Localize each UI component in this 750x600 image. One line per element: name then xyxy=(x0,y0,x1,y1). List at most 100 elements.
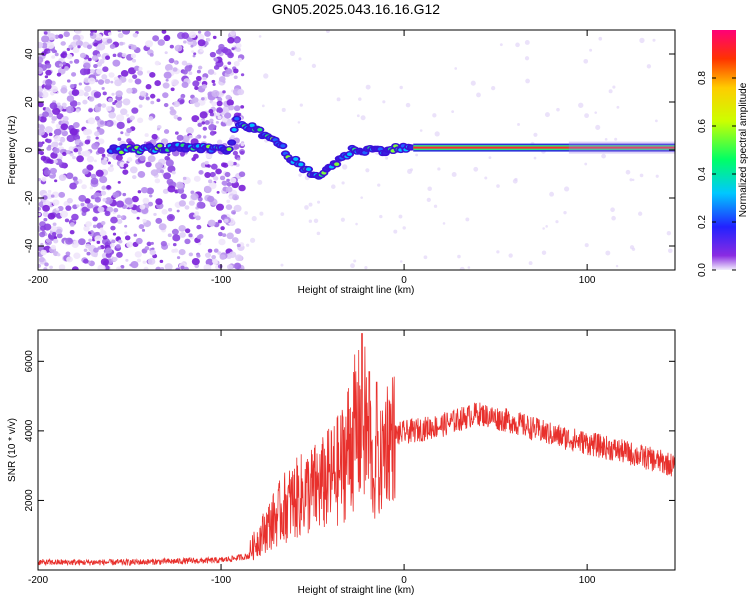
noise-haze xyxy=(598,36,603,41)
noise-haze xyxy=(666,231,672,236)
noise-blob xyxy=(101,37,107,42)
noise-blob xyxy=(213,176,219,181)
noise-blob xyxy=(124,224,128,228)
noise-blob xyxy=(44,126,53,134)
noise-blob xyxy=(207,248,213,253)
noise-blob xyxy=(106,38,113,44)
noise-blob xyxy=(107,32,112,36)
noise-blob xyxy=(62,61,67,66)
spectrogram-ytick-label: 20 xyxy=(24,96,35,108)
noise-blob xyxy=(38,177,41,182)
noise-haze xyxy=(259,211,264,216)
noise-blob xyxy=(96,240,101,245)
noise-blob xyxy=(72,156,76,160)
noise-haze xyxy=(491,86,496,91)
noise-blob xyxy=(167,185,176,193)
noise-blob xyxy=(93,247,99,253)
noise-blob xyxy=(112,59,121,67)
noise-haze xyxy=(615,264,619,268)
noise-haze xyxy=(409,168,414,172)
noise-haze xyxy=(496,184,500,188)
colorbar-tick-label: 0.4 xyxy=(697,167,708,181)
noise-blob xyxy=(181,81,189,88)
noise-haze xyxy=(263,73,269,79)
noise-blob xyxy=(47,212,56,220)
noise-blob xyxy=(94,79,99,83)
noise-blob xyxy=(66,256,73,263)
noise-blob xyxy=(195,215,201,221)
noise-blob xyxy=(195,135,199,139)
noise-blob xyxy=(43,267,48,270)
noise-blob xyxy=(225,94,232,100)
noise-blob xyxy=(215,203,224,211)
noise-haze xyxy=(308,219,313,223)
noise-blob xyxy=(159,169,165,174)
noise-blob xyxy=(233,61,240,67)
noise-blob xyxy=(86,251,91,256)
noise-blob xyxy=(188,212,197,220)
noise-blob xyxy=(160,267,165,270)
noise-haze xyxy=(356,114,360,118)
noise-blob xyxy=(56,253,61,257)
noise-blob xyxy=(101,185,107,190)
noise-blob xyxy=(113,207,119,213)
noise-blob xyxy=(114,99,118,103)
noise-haze xyxy=(298,173,302,177)
noise-blob xyxy=(148,116,154,121)
noise-blob xyxy=(117,137,122,141)
noise-haze xyxy=(533,156,537,160)
noise-blob xyxy=(69,84,75,89)
noise-blob xyxy=(58,191,66,198)
noise-blob xyxy=(41,35,50,43)
noise-blob xyxy=(173,114,179,120)
noise-blob xyxy=(38,123,41,128)
noise-blob xyxy=(222,90,226,94)
noise-blob xyxy=(142,197,150,204)
noise-blob xyxy=(154,60,160,66)
noise-blob xyxy=(110,80,114,84)
snr-xlabel: Height of straight line (km) xyxy=(298,585,415,596)
noise-haze xyxy=(594,111,597,114)
noise-blob xyxy=(38,44,43,49)
noise-blob xyxy=(46,79,52,84)
noise-blob xyxy=(115,154,123,161)
noise-blob xyxy=(136,258,142,263)
noise-blob xyxy=(91,142,99,150)
spectrogram-xtick-label: -100 xyxy=(211,275,231,286)
noise-blob xyxy=(38,116,42,121)
noise-blob xyxy=(142,260,147,264)
noise-blob xyxy=(43,217,48,222)
snr-series-line xyxy=(38,333,675,566)
noise-blob xyxy=(216,191,220,194)
noise-blob xyxy=(125,258,129,262)
noise-blob xyxy=(178,225,186,232)
noise-blob xyxy=(208,182,217,190)
noise-blob xyxy=(133,233,137,237)
noise-blob xyxy=(168,58,175,64)
noise-blob xyxy=(174,61,178,65)
noise-blob xyxy=(52,107,61,115)
noise-haze xyxy=(484,176,488,180)
noise-haze xyxy=(360,115,366,121)
noise-blob xyxy=(81,184,87,190)
noise-blob xyxy=(131,58,137,63)
noise-blob xyxy=(236,243,241,248)
noise-blob xyxy=(126,241,134,248)
noise-blob xyxy=(117,52,124,58)
noise-haze xyxy=(358,97,362,101)
noise-blob xyxy=(222,233,227,237)
noise-blob xyxy=(116,114,125,122)
noise-blob xyxy=(65,205,72,211)
noise-blob xyxy=(207,69,215,75)
noise-blob xyxy=(92,216,98,222)
signal-core xyxy=(157,144,163,148)
snr-ytick-label: 6000 xyxy=(24,350,35,373)
noise-haze xyxy=(311,63,317,68)
noise-blob xyxy=(56,102,61,106)
noise-blob xyxy=(59,63,63,67)
noise-blob xyxy=(226,264,233,270)
noise-blob xyxy=(73,83,77,87)
noise-blob xyxy=(52,222,57,227)
noise-blob xyxy=(117,32,124,39)
noise-blob xyxy=(122,30,131,35)
